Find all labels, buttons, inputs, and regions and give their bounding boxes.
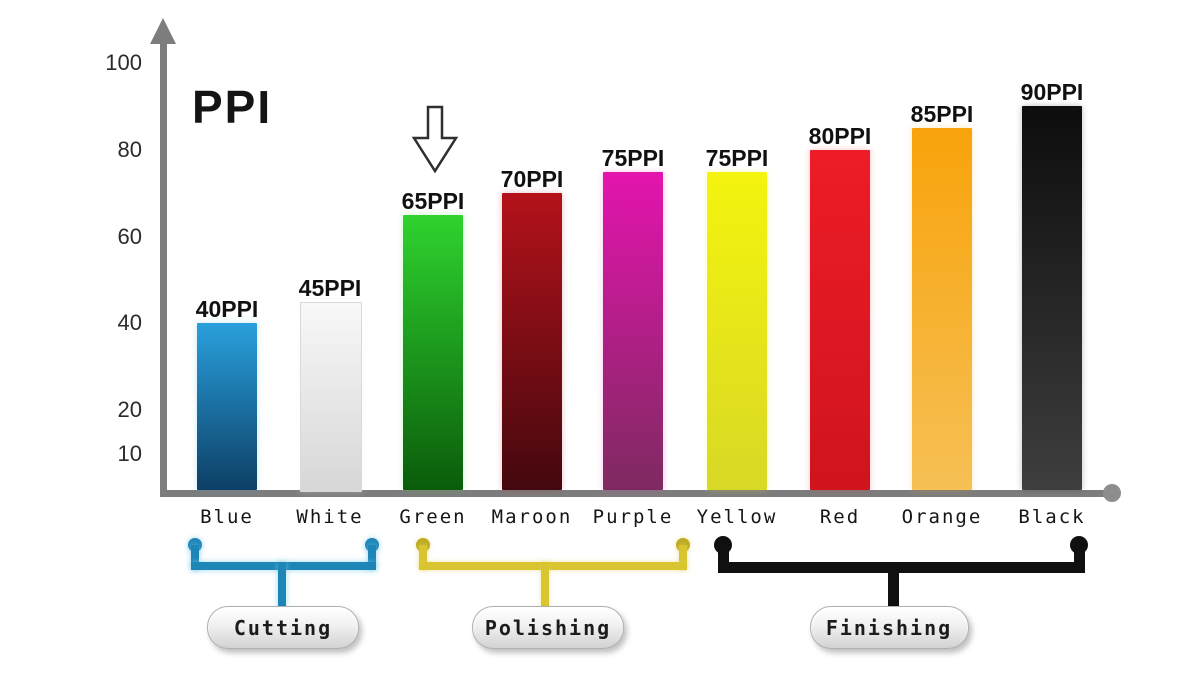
bar-white xyxy=(300,301,362,492)
bar-value-label-green: 65PPI xyxy=(401,187,465,214)
group-bracket-cutting-right-drop xyxy=(368,545,376,570)
group-pill-finishing: Finishing xyxy=(809,606,969,649)
group-pill-cutting: Cutting xyxy=(207,606,359,649)
bar-purple xyxy=(603,171,663,490)
bar-orange xyxy=(912,128,972,490)
y-axis-arrowhead-icon xyxy=(150,18,176,44)
y-tick-10: 10 xyxy=(117,440,142,466)
group-bracket-finishing-left-drop xyxy=(717,545,729,573)
x-axis-label-orange: Orange xyxy=(901,506,983,528)
group-bracket-finishing-right-drop xyxy=(1073,545,1085,573)
y-axis-line xyxy=(160,40,167,497)
x-axis-label-red: Red xyxy=(819,506,861,528)
y-tick-100: 100 xyxy=(105,50,142,75)
bar-value-label-blue: 40PPI xyxy=(195,296,259,323)
x-axis-label-purple: Purple xyxy=(592,506,674,528)
down-arrow-icon xyxy=(411,105,459,174)
group-bracket-polishing-right-drop xyxy=(679,545,687,570)
bar-black xyxy=(1022,106,1082,490)
chart-title: PPI xyxy=(192,81,273,133)
x-axis-label-green: Green xyxy=(399,506,467,528)
group-pill-label-finishing: Finishing xyxy=(825,615,953,640)
group-pill-polishing: Polishing xyxy=(472,606,624,649)
group-bracket-polishing-hline xyxy=(419,562,687,570)
x-axis-label-black: Black xyxy=(1018,506,1086,528)
bar-red xyxy=(810,149,870,490)
group-bracket-polishing-stem xyxy=(541,562,549,607)
y-tick-60: 60 xyxy=(117,223,142,249)
x-axis-line xyxy=(160,490,1106,497)
bar-maroon xyxy=(502,193,562,490)
bar-value-label-black: 90PPI xyxy=(1020,79,1084,106)
group-pill-label-polishing: Polishing xyxy=(484,615,612,640)
group-pill-label-cutting: Cutting xyxy=(233,615,333,640)
bar-green xyxy=(403,214,463,490)
bar-blue xyxy=(197,323,257,490)
bar-value-label-maroon: 70PPI xyxy=(500,166,564,193)
group-bracket-cutting-left-drop xyxy=(191,545,199,570)
x-axis-label-yellow: Yellow xyxy=(696,506,778,528)
x-axis-label-blue: Blue xyxy=(200,506,254,528)
group-bracket-polishing-left-drop xyxy=(419,545,427,570)
y-tick-20: 20 xyxy=(117,397,142,423)
group-bracket-cutting-stem xyxy=(278,562,286,607)
y-tick-80: 80 xyxy=(117,136,142,162)
bar-yellow xyxy=(707,171,767,490)
bar-value-label-white: 45PPI xyxy=(298,274,362,301)
group-bracket-finishing-hline xyxy=(717,562,1085,573)
x-axis-label-white: White xyxy=(296,506,364,528)
bar-value-label-purple: 75PPI xyxy=(601,144,665,171)
bar-value-label-orange: 85PPI xyxy=(910,101,974,128)
group-bracket-finishing-stem xyxy=(887,562,899,607)
x-axis-label-maroon: Maroon xyxy=(491,506,573,528)
bar-value-label-red: 80PPI xyxy=(808,122,872,149)
y-tick-40: 40 xyxy=(117,310,142,336)
bar-value-label-yellow: 75PPI xyxy=(705,144,769,171)
x-axis-end-dot-icon xyxy=(1103,484,1121,502)
